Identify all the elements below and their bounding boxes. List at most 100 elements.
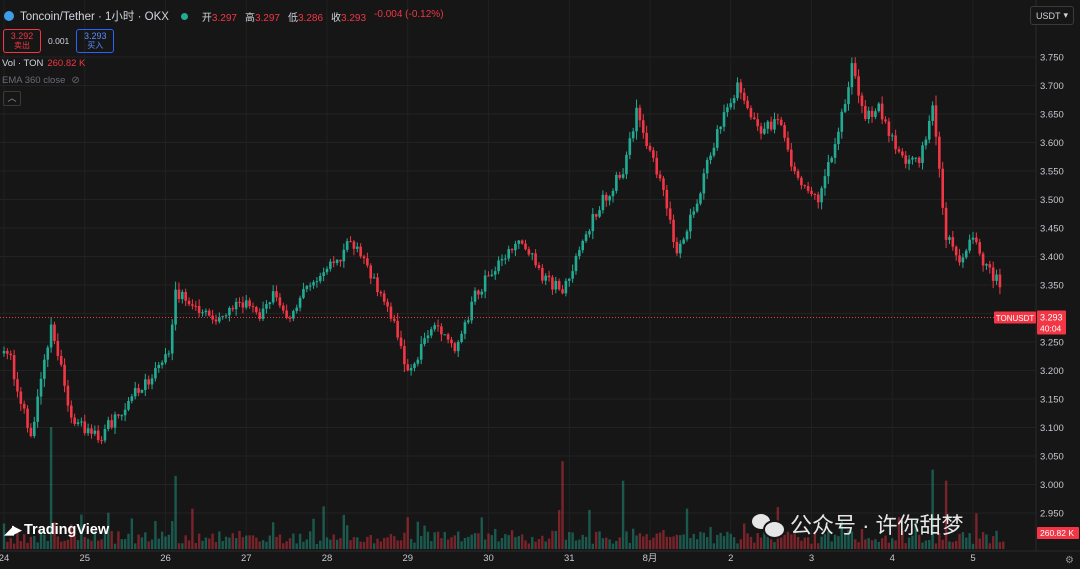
candle-body xyxy=(732,98,736,104)
eye-hidden-icon[interactable]: ⊘ xyxy=(71,75,80,86)
symbol-title[interactable]: Toncoin/Tether · 1小时 · OKX xyxy=(20,11,169,23)
collapse-legend-button[interactable]: ︿ xyxy=(3,91,21,106)
volume-bar xyxy=(665,536,669,549)
candle-body xyxy=(944,207,948,240)
volume-bar xyxy=(685,508,689,549)
volume-bar xyxy=(211,533,214,549)
volume-bar xyxy=(359,541,362,549)
candle-body xyxy=(954,246,958,256)
candle-body xyxy=(409,368,413,371)
high-label: 高 xyxy=(244,12,255,24)
volume-bar xyxy=(510,530,514,549)
trade-panel: 3.292 卖出 0.001 3.293 买入 xyxy=(3,29,115,53)
candle-body xyxy=(621,174,625,178)
volume-bar xyxy=(26,542,29,549)
price-axis[interactable]: 2.9503.0003.0503.1003.1503.2003.2503.300… xyxy=(1035,0,1080,551)
volume-bars xyxy=(2,427,1005,549)
candle-body xyxy=(507,249,510,259)
volume-bar xyxy=(833,534,837,549)
currency-selector[interactable]: USDT ▾ xyxy=(1029,6,1074,25)
candle-body xyxy=(564,280,568,294)
candle-body xyxy=(9,353,13,356)
volume-bar xyxy=(817,543,820,549)
candle-body xyxy=(537,265,541,268)
candle-body xyxy=(776,119,780,121)
volume-bar xyxy=(329,539,332,549)
volume-bar xyxy=(766,534,769,549)
volume-bar xyxy=(901,531,904,549)
candle-body xyxy=(446,334,450,340)
buy-button[interactable]: 3.293 买入 xyxy=(76,29,115,53)
candle-body xyxy=(181,291,184,300)
volume-bar xyxy=(399,540,403,549)
candle-body xyxy=(419,344,423,360)
volume-bar xyxy=(884,535,887,549)
price-tick-label: 3.150 xyxy=(1040,395,1064,406)
candle-body xyxy=(611,190,615,197)
volume-bar xyxy=(423,525,426,549)
volume-bar xyxy=(631,528,635,549)
settings-gear-icon[interactable]: ⚙ xyxy=(1065,555,1074,566)
candle-body xyxy=(278,297,282,306)
candle-body xyxy=(473,290,477,302)
candle-body xyxy=(847,87,850,105)
volume-bar xyxy=(271,522,275,549)
time-tick-label: 5 xyxy=(970,553,975,564)
candle-body xyxy=(359,246,362,257)
volume-bar xyxy=(571,532,574,549)
volume-bar xyxy=(460,541,463,549)
candle-body xyxy=(901,151,904,156)
volume-bar xyxy=(76,540,80,549)
volume-legend[interactable]: Vol · TON 260.82 K xyxy=(2,58,85,69)
candle-body xyxy=(258,312,262,319)
time-axis[interactable]: 24 25 26 27 28 29 30 31 8月 2 3 4 5 xyxy=(0,550,1080,569)
sell-button[interactable]: 3.292 卖出 xyxy=(3,29,41,53)
volume-bar xyxy=(608,539,611,549)
volume-bar xyxy=(904,543,907,549)
volume-bar xyxy=(978,538,981,549)
volume-bar xyxy=(695,539,699,549)
candle-body xyxy=(285,310,288,318)
tradingview-logo[interactable]: ◢▶ TradingView xyxy=(4,522,109,538)
ema-legend[interactable]: EMA 360 close ⊘ xyxy=(2,75,80,86)
candle-body xyxy=(265,304,268,309)
volume-bar xyxy=(245,535,248,549)
volume-bar xyxy=(527,543,531,549)
candle-body xyxy=(914,157,918,159)
candle-body xyxy=(221,316,224,318)
volume-bar xyxy=(854,539,857,549)
candlesticks xyxy=(2,57,1005,445)
volume-bar xyxy=(228,537,231,549)
volume-bar xyxy=(578,539,581,549)
volume-bar xyxy=(739,539,743,549)
candle-body xyxy=(39,378,43,397)
candle-body xyxy=(689,214,692,232)
price-tick-label: 3.050 xyxy=(1040,452,1064,463)
volume-bar xyxy=(463,537,467,549)
volume-bar xyxy=(958,534,961,549)
volume-bar xyxy=(480,517,483,549)
candle-body xyxy=(117,414,120,416)
candle-body xyxy=(584,234,588,241)
candle-body xyxy=(80,421,83,423)
volume-bar xyxy=(568,531,571,549)
candle-body xyxy=(436,325,440,327)
volume-bar xyxy=(759,537,763,549)
volume-bar xyxy=(880,538,884,549)
volume-bar xyxy=(446,539,450,549)
volume-bar xyxy=(504,534,507,549)
candle-body xyxy=(110,420,113,428)
candle-body xyxy=(187,300,191,305)
volume-bar xyxy=(197,533,201,549)
volume-bar xyxy=(763,531,766,549)
candle-body xyxy=(766,121,770,129)
volume-bar xyxy=(924,540,928,549)
candle-body xyxy=(2,351,6,354)
volume-bar xyxy=(315,544,319,549)
candle-body xyxy=(578,250,581,257)
candle-body xyxy=(864,106,867,120)
price-tick-label: 3.600 xyxy=(1040,138,1064,149)
candle-body xyxy=(961,257,965,263)
volume-bar xyxy=(621,480,625,549)
